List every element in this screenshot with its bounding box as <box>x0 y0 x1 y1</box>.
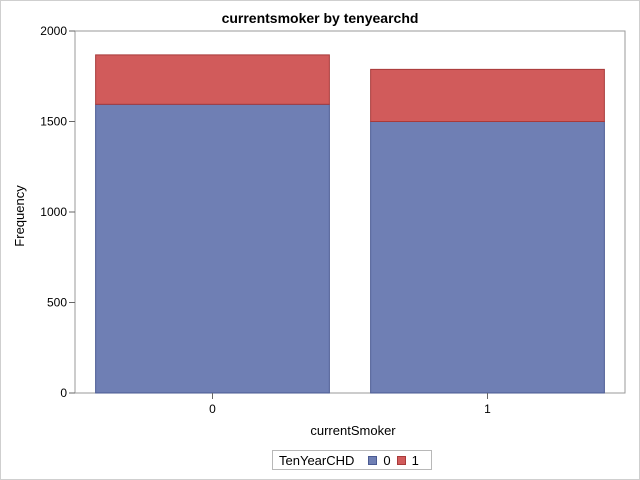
legend-swatch-0 <box>368 455 378 465</box>
y-axis-label: Frequency <box>12 185 27 247</box>
bar-1-series-0 <box>370 121 605 394</box>
bar-0-series-1 <box>95 54 330 105</box>
bar-1-series-1 <box>370 68 605 122</box>
legend: TenYearCHD 0 1 <box>272 450 432 470</box>
legend-item-1: 1 <box>396 452 419 468</box>
legend-label-0: 0 <box>383 452 391 468</box>
y-tick-label-3: 1500 <box>40 115 67 129</box>
x-axis-label: currentSmoker <box>310 423 396 438</box>
x-tick-label-1: 1 <box>484 402 491 416</box>
legend-label-1: 1 <box>411 452 419 468</box>
legend-item-0: 0 <box>368 452 391 468</box>
legend-title: TenYearCHD <box>279 452 355 468</box>
bar-0-series-0 <box>95 103 330 394</box>
y-tick-label-0: 0 <box>60 386 67 400</box>
y-tick-label-1: 500 <box>47 296 67 310</box>
x-tick-label-0: 0 <box>209 402 216 416</box>
legend-swatch-1 <box>396 455 406 465</box>
y-tick-label-2: 1000 <box>40 205 67 219</box>
chart-title: currentsmoker by tenyearchd <box>221 10 419 26</box>
y-tick-label-4: 2000 <box>40 24 67 38</box>
